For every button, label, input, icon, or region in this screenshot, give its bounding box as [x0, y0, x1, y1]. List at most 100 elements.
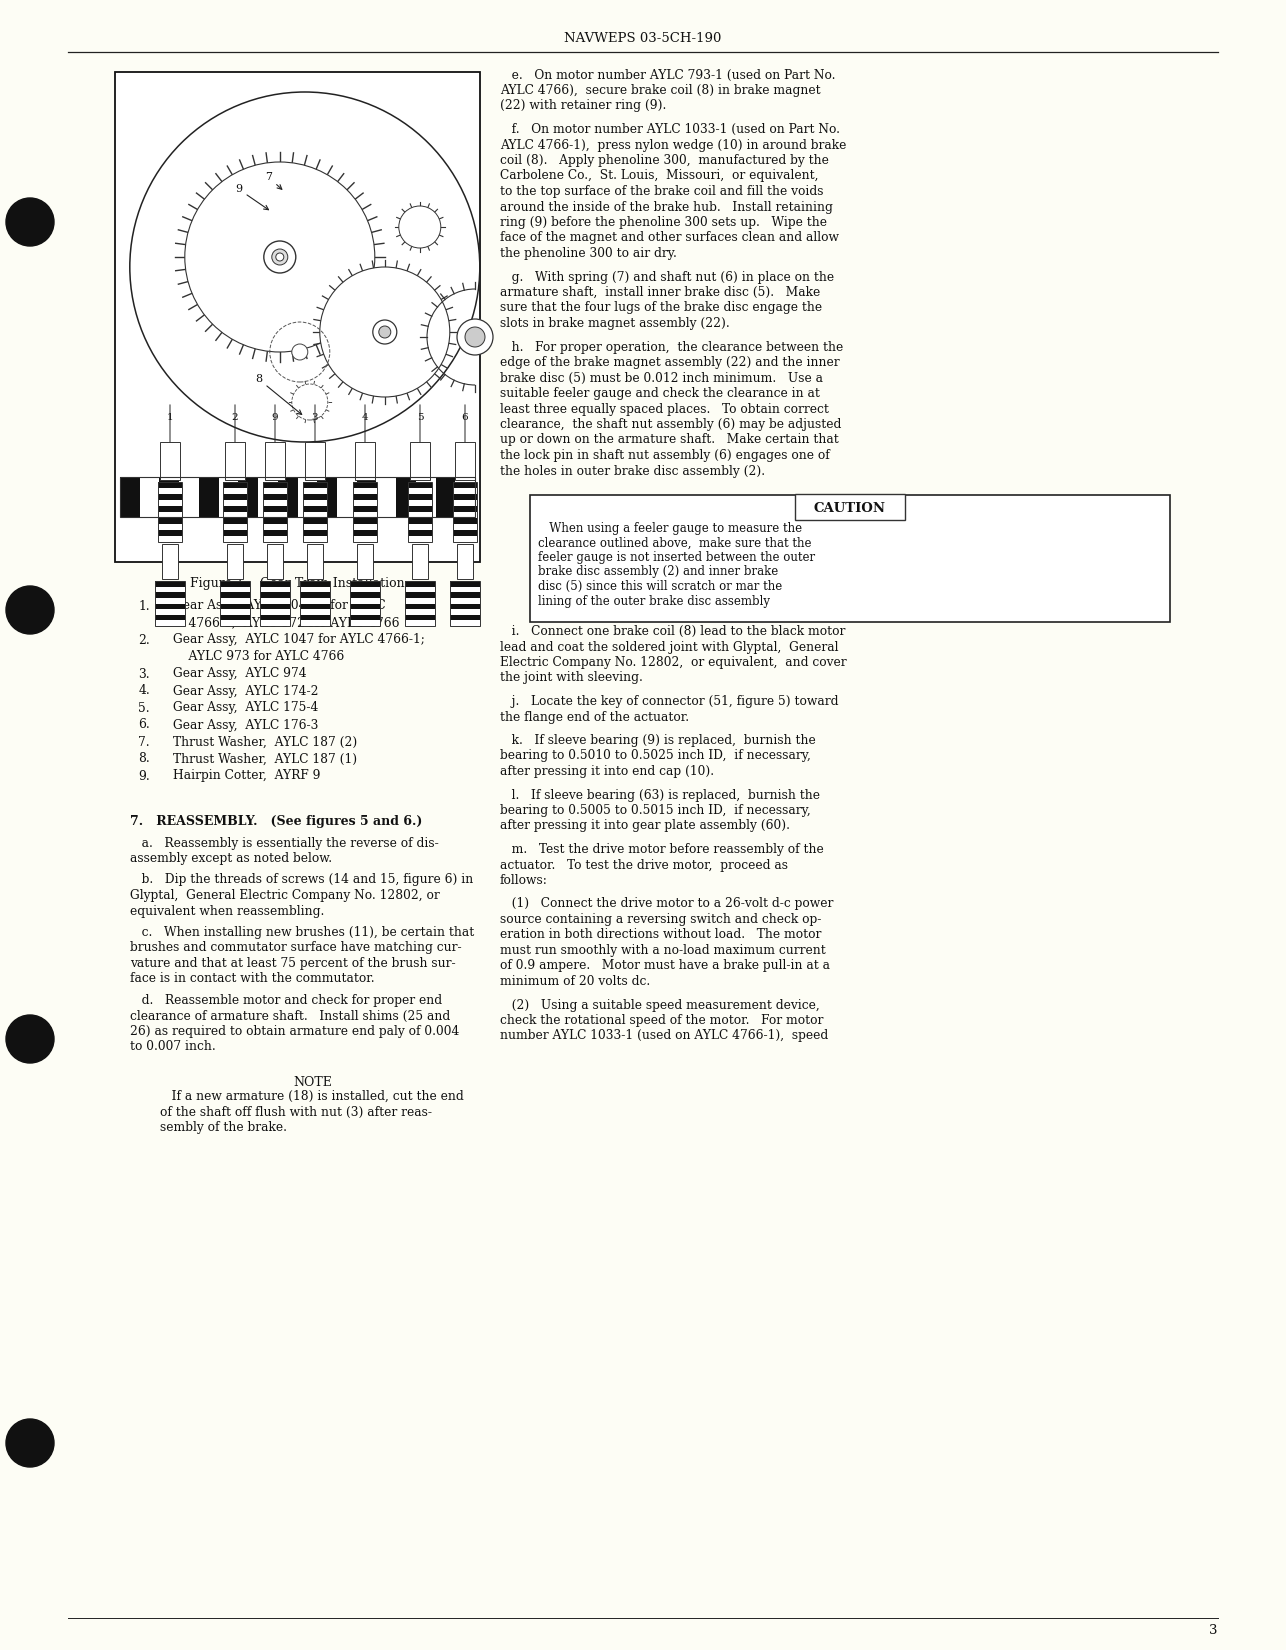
- Bar: [158, 518, 183, 525]
- Bar: [450, 581, 480, 587]
- Text: d.   Reassemble motor and check for proper end: d. Reassemble motor and check for proper…: [130, 993, 442, 1006]
- Circle shape: [292, 343, 307, 360]
- Bar: [300, 592, 331, 597]
- Text: of 0.9 ampere.   Motor must have a brake pull-in at a: of 0.9 ampere. Motor must have a brake p…: [500, 960, 829, 972]
- Bar: [220, 620, 249, 625]
- Bar: [220, 592, 249, 597]
- Bar: [303, 482, 327, 488]
- Bar: [450, 604, 480, 609]
- Bar: [264, 488, 287, 493]
- Circle shape: [264, 241, 296, 272]
- Text: bearing to 0.5010 to 0.5025 inch ID,  if necessary,: bearing to 0.5010 to 0.5025 inch ID, if …: [500, 749, 811, 762]
- Bar: [260, 581, 291, 587]
- Bar: [350, 587, 379, 592]
- Text: lining of the outer brake disc assembly: lining of the outer brake disc assembly: [538, 594, 770, 607]
- Bar: [238, 477, 258, 516]
- Circle shape: [275, 252, 284, 261]
- Bar: [352, 512, 377, 518]
- Bar: [120, 477, 140, 516]
- Bar: [260, 604, 291, 609]
- Bar: [158, 512, 183, 518]
- Bar: [222, 507, 247, 512]
- Text: after pressing it into end cap (10).: after pressing it into end cap (10).: [500, 766, 714, 779]
- Bar: [158, 500, 183, 507]
- Text: the phenoline 300 to air dry.: the phenoline 300 to air dry.: [500, 248, 676, 261]
- Text: check the rotational speed of the motor.   For motor: check the rotational speed of the motor.…: [500, 1015, 823, 1026]
- Bar: [264, 512, 287, 518]
- Bar: [453, 493, 477, 500]
- Bar: [264, 518, 287, 525]
- Bar: [156, 615, 185, 620]
- Text: Gear Assy,  AYLC 1047 for AYLC 4766-1;: Gear Assy, AYLC 1047 for AYLC 4766-1;: [174, 634, 424, 647]
- Bar: [220, 609, 249, 615]
- Bar: [199, 477, 219, 516]
- Text: brake disc assembly (2) and inner brake: brake disc assembly (2) and inner brake: [538, 566, 778, 579]
- Bar: [158, 482, 183, 541]
- Bar: [265, 442, 285, 480]
- Text: NOTE: NOTE: [293, 1076, 332, 1089]
- Text: If a new armature (18) is installed, cut the end: If a new armature (18) is installed, cut…: [159, 1091, 464, 1102]
- Bar: [352, 507, 377, 512]
- Text: 8.: 8.: [139, 752, 150, 766]
- Bar: [453, 500, 477, 507]
- Bar: [352, 530, 377, 536]
- Text: assembly except as noted below.: assembly except as noted below.: [130, 851, 332, 865]
- Text: clearance outlined above,  make sure that the: clearance outlined above, make sure that…: [538, 536, 811, 549]
- Bar: [300, 615, 331, 620]
- Text: minimum of 20 volts dc.: minimum of 20 volts dc.: [500, 975, 651, 988]
- Bar: [300, 597, 331, 604]
- Bar: [305, 442, 325, 480]
- Bar: [303, 507, 327, 512]
- Text: AYLC 4766-1),  press nylon wedge (10) in around brake: AYLC 4766-1), press nylon wedge (10) in …: [500, 139, 846, 152]
- Text: brushes and commutator surface have matching cur-: brushes and commutator surface have matc…: [130, 942, 462, 954]
- Bar: [258, 477, 278, 516]
- Bar: [355, 442, 376, 480]
- Bar: [453, 536, 477, 541]
- Text: 4.: 4.: [139, 685, 150, 698]
- Text: i.   Connect one brake coil (8) lead to the black motor: i. Connect one brake coil (8) lead to th…: [500, 625, 845, 639]
- Bar: [220, 581, 249, 625]
- Text: edge of the brake magnet assembly (22) and the inner: edge of the brake magnet assembly (22) a…: [500, 356, 840, 370]
- Bar: [352, 488, 377, 493]
- Bar: [220, 597, 249, 604]
- Text: disc (5) since this will scratch or mar the: disc (5) since this will scratch or mar …: [538, 581, 782, 592]
- Text: 2: 2: [231, 412, 238, 421]
- Text: up or down on the armature shaft.   Make certain that: up or down on the armature shaft. Make c…: [500, 434, 838, 447]
- Text: Thrust Washer,  AYLC 187 (2): Thrust Washer, AYLC 187 (2): [174, 736, 358, 749]
- Bar: [405, 597, 435, 604]
- Text: the joint with sleeving.: the joint with sleeving.: [500, 672, 643, 685]
- Text: Hairpin Cotter,  AYRF 9: Hairpin Cotter, AYRF 9: [174, 769, 320, 782]
- Bar: [220, 581, 249, 587]
- Bar: [140, 477, 159, 516]
- Text: around the inside of the brake hub.   Install retaining: around the inside of the brake hub. Inst…: [500, 201, 833, 213]
- Text: m.   Test the drive motor before reassembly of the: m. Test the drive motor before reassembl…: [500, 843, 824, 856]
- Bar: [350, 592, 379, 597]
- Text: h.   For proper operation,  the clearance between the: h. For proper operation, the clearance b…: [500, 340, 844, 353]
- Text: 9: 9: [271, 412, 278, 421]
- Bar: [455, 442, 475, 480]
- Bar: [220, 615, 249, 620]
- Text: to the top surface of the brake coil and fill the voids: to the top surface of the brake coil and…: [500, 185, 823, 198]
- Bar: [405, 620, 435, 625]
- Bar: [222, 530, 247, 536]
- Bar: [412, 544, 428, 579]
- Text: (22) with retainer ring (9).: (22) with retainer ring (9).: [500, 99, 666, 112]
- Circle shape: [320, 267, 450, 398]
- Bar: [303, 536, 327, 541]
- Text: clearance of armature shaft.   Install shims (25 and: clearance of armature shaft. Install shi…: [130, 1010, 450, 1023]
- Bar: [350, 581, 379, 625]
- Bar: [156, 587, 185, 592]
- Bar: [300, 604, 331, 609]
- Bar: [158, 482, 183, 488]
- Bar: [408, 500, 432, 507]
- Text: Gear Assy,  AYLC 175-4: Gear Assy, AYLC 175-4: [174, 701, 319, 714]
- Text: Gear Assy,  AYLC 176-3: Gear Assy, AYLC 176-3: [174, 718, 319, 731]
- Bar: [450, 620, 480, 625]
- Text: g.   With spring (7) and shaft nut (6) in place on the: g. With spring (7) and shaft nut (6) in …: [500, 271, 835, 284]
- Text: Gear Assy,  AYLC 174-2: Gear Assy, AYLC 174-2: [174, 685, 319, 698]
- Bar: [318, 477, 337, 516]
- Bar: [156, 604, 185, 609]
- Bar: [222, 518, 247, 525]
- Bar: [415, 477, 436, 516]
- Bar: [264, 482, 287, 488]
